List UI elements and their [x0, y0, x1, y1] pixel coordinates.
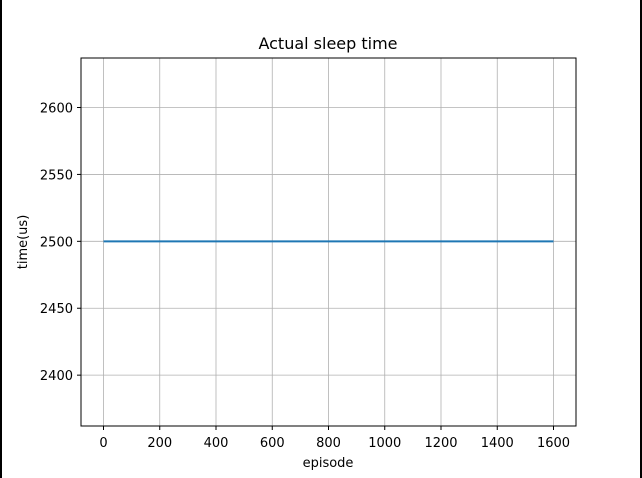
x-tick-label: 400: [204, 436, 229, 451]
x-tick-label: 1200: [424, 436, 457, 451]
y-tick-label: 2550: [40, 168, 73, 183]
x-tick-label: 1000: [368, 436, 401, 451]
chart-title: Actual sleep time: [258, 34, 397, 53]
x-tick-label: 1400: [481, 436, 514, 451]
y-tick-label: 2400: [40, 369, 73, 384]
x-axis: 0 200 400 600 800 1000 1200 1400 1600: [99, 426, 570, 451]
x-axis-label: episode: [303, 456, 354, 471]
y-axis-label: time(us): [16, 215, 31, 270]
y-tick-label: 2450: [40, 302, 73, 317]
y-axis: 2400 2450 2500 2550 2600: [40, 102, 81, 384]
x-tick-label: 0: [99, 436, 107, 451]
x-tick-label: 1600: [537, 436, 570, 451]
y-tick-label: 2500: [40, 235, 73, 250]
y-tick-label: 2600: [40, 102, 73, 117]
x-tick-label: 200: [147, 436, 172, 451]
x-tick-label: 800: [316, 436, 341, 451]
x-tick-label: 600: [260, 436, 285, 451]
